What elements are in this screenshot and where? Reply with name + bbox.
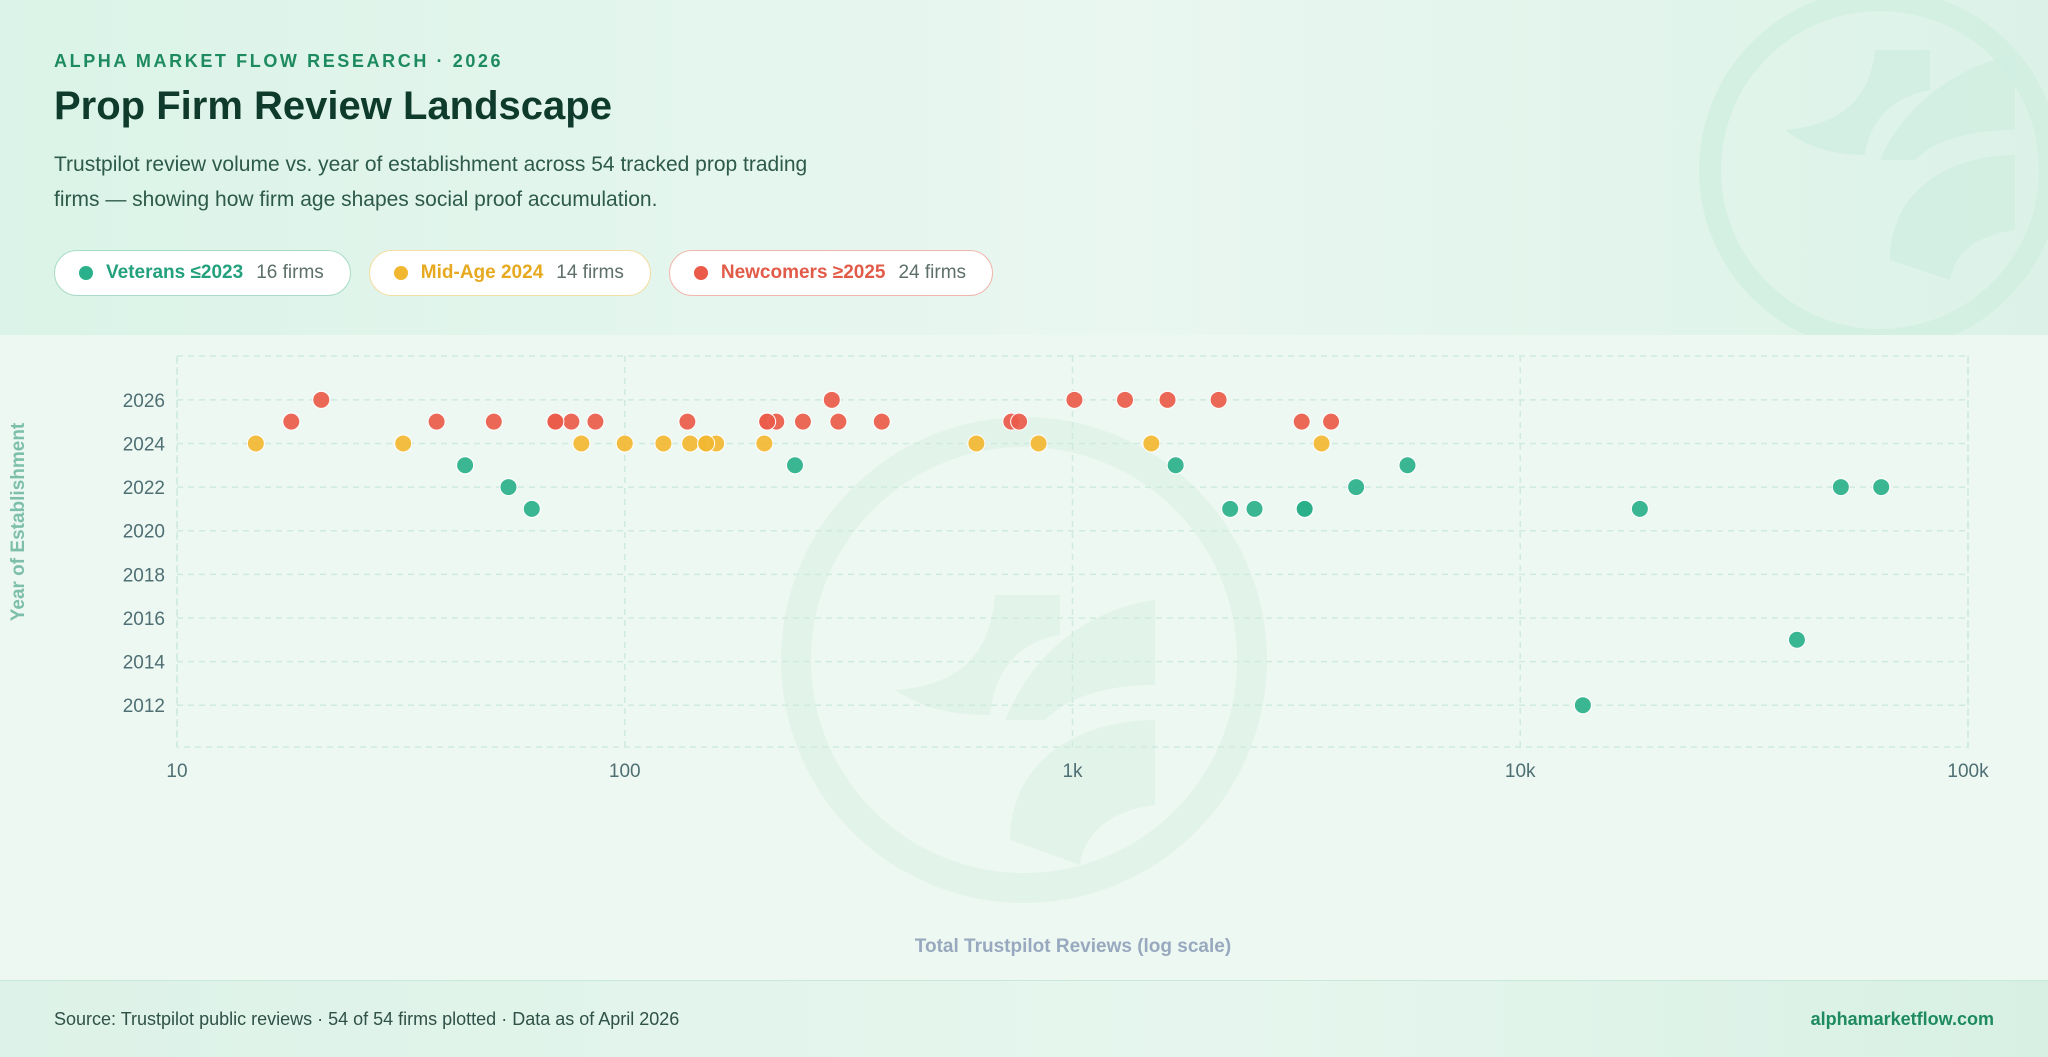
y-tick-label: 2026 xyxy=(123,391,165,412)
data-point[interactable] xyxy=(1209,390,1228,409)
data-point[interactable] xyxy=(586,412,605,431)
data-points xyxy=(246,390,1891,715)
data-point[interactable] xyxy=(1398,456,1417,475)
data-point[interactable] xyxy=(615,434,634,453)
mid-age-dot-icon xyxy=(393,266,408,280)
data-point[interactable] xyxy=(456,456,475,475)
data-point[interactable] xyxy=(1322,412,1341,431)
data-point[interactable] xyxy=(1573,696,1592,715)
y-tick-label: 2014 xyxy=(123,653,166,674)
y-axis-label: Year of Establishment xyxy=(8,422,29,621)
data-point[interactable] xyxy=(1221,499,1240,518)
legend-pill-newcomers[interactable]: Newcomers ≥2025 24 firms xyxy=(668,250,994,296)
data-point[interactable] xyxy=(1630,499,1649,518)
data-point[interactable] xyxy=(967,434,986,453)
data-point[interactable] xyxy=(1831,478,1850,497)
data-point[interactable] xyxy=(1142,434,1161,453)
data-point[interactable] xyxy=(572,434,591,453)
y-tick-label: 2022 xyxy=(123,478,165,499)
data-point[interactable] xyxy=(681,434,700,453)
x-tick-label: 10k xyxy=(1505,761,1536,782)
data-point[interactable] xyxy=(394,434,413,453)
page-title: Prop Firm Review Landscape xyxy=(54,84,612,128)
x-tick-label: 100k xyxy=(1947,761,1989,782)
x-tick-labels: 10 100 1k 10k 100k xyxy=(166,761,1989,782)
data-point[interactable] xyxy=(1312,434,1331,453)
legend-pill-veterans[interactable]: Veterans ≤2023 16 firms xyxy=(54,250,351,296)
data-point[interactable] xyxy=(522,499,541,518)
data-point[interactable] xyxy=(758,412,777,431)
data-point[interactable] xyxy=(1347,478,1366,497)
data-point[interactable] xyxy=(1245,499,1264,518)
legend-name: Newcomers ≥2025 xyxy=(720,262,886,283)
data-point[interactable] xyxy=(793,412,812,431)
legend-count: 24 firms xyxy=(898,262,967,283)
data-point[interactable] xyxy=(785,456,804,475)
data-point[interactable] xyxy=(562,412,581,431)
scatter-chart: 10 100 1k 10k 100k 2012201420162018202020222… xyxy=(8,355,1989,957)
x-tick-label: 100 xyxy=(609,761,641,782)
data-point[interactable] xyxy=(1787,630,1806,649)
data-point[interactable] xyxy=(484,412,503,431)
page-subtitle: Trustpilot review volume vs. year of est… xyxy=(54,153,808,211)
data-point[interactable] xyxy=(872,412,891,431)
footer-source: Source: Trustpilot public reviews · 54 o… xyxy=(54,1009,680,1029)
y-tick-labels: 2012 2014 2016 2018 2020 2022 2024 2026 xyxy=(123,391,166,717)
data-point[interactable] xyxy=(678,412,697,431)
legend: Veterans ≤2023 16 firms Mid-Age 2024 14 … xyxy=(54,250,994,300)
data-point[interactable] xyxy=(1029,434,1048,453)
data-point[interactable] xyxy=(1116,390,1135,409)
legend-count: 16 firms xyxy=(256,262,324,283)
data-point[interactable] xyxy=(427,412,446,431)
y-tick-label: 2024 xyxy=(123,434,166,455)
data-point[interactable] xyxy=(499,478,518,497)
data-point[interactable] xyxy=(1158,390,1177,409)
legend-name: Mid-Age 2024 xyxy=(420,262,544,283)
chart-area: 10 100 1k 10k 100k 2012 2014 2016 2018 2020 2022 2… xyxy=(0,335,2048,980)
y-tick-label: 2016 xyxy=(123,609,165,630)
header: ALPHA MARKET FLOW RESEARCH · 2026 Prop F… xyxy=(0,0,2048,335)
data-point[interactable] xyxy=(654,434,673,453)
kicker: ALPHA MARKET FLOW RESEARCH · 2026 xyxy=(54,51,504,71)
brand-watermark-icon xyxy=(1699,0,2048,335)
data-point[interactable] xyxy=(829,412,848,431)
data-point[interactable] xyxy=(697,434,716,453)
legend-count: 14 firms xyxy=(556,262,624,283)
data-point[interactable] xyxy=(755,434,774,453)
data-point[interactable] xyxy=(1065,390,1084,409)
newcomers-dot-icon xyxy=(693,266,708,280)
grid xyxy=(176,355,1969,748)
data-point[interactable] xyxy=(282,412,301,431)
x-axis-label: Total Trustpilot Reviews (log scale) xyxy=(915,936,1231,957)
legend-pill-mid-age[interactable]: Mid-Age 2024 14 firms xyxy=(368,250,651,296)
y-tick-label: 2020 xyxy=(123,522,165,543)
x-tick-label: 1k xyxy=(1062,761,1083,782)
chart-watermark-icon xyxy=(781,417,1267,903)
data-point[interactable] xyxy=(822,390,841,409)
data-point[interactable] xyxy=(1295,499,1314,518)
footer-brand-link[interactable]: alphamarketflow.com xyxy=(1810,1009,1994,1029)
data-point[interactable] xyxy=(1292,412,1311,431)
data-point[interactable] xyxy=(1010,412,1029,431)
data-point[interactable] xyxy=(546,412,565,431)
footer: Source: Trustpilot public reviews · 54 o… xyxy=(0,980,2048,1057)
y-tick-label: 2018 xyxy=(123,565,165,586)
data-point[interactable] xyxy=(312,390,331,409)
veterans-dot-icon xyxy=(79,266,93,280)
data-point[interactable] xyxy=(1166,456,1185,475)
y-tick-label: 2012 xyxy=(123,696,165,717)
x-tick-label: 10 xyxy=(166,761,187,782)
legend-name: Veterans ≤2023 xyxy=(106,262,244,283)
data-point[interactable] xyxy=(1872,478,1891,497)
data-point[interactable] xyxy=(246,434,265,453)
